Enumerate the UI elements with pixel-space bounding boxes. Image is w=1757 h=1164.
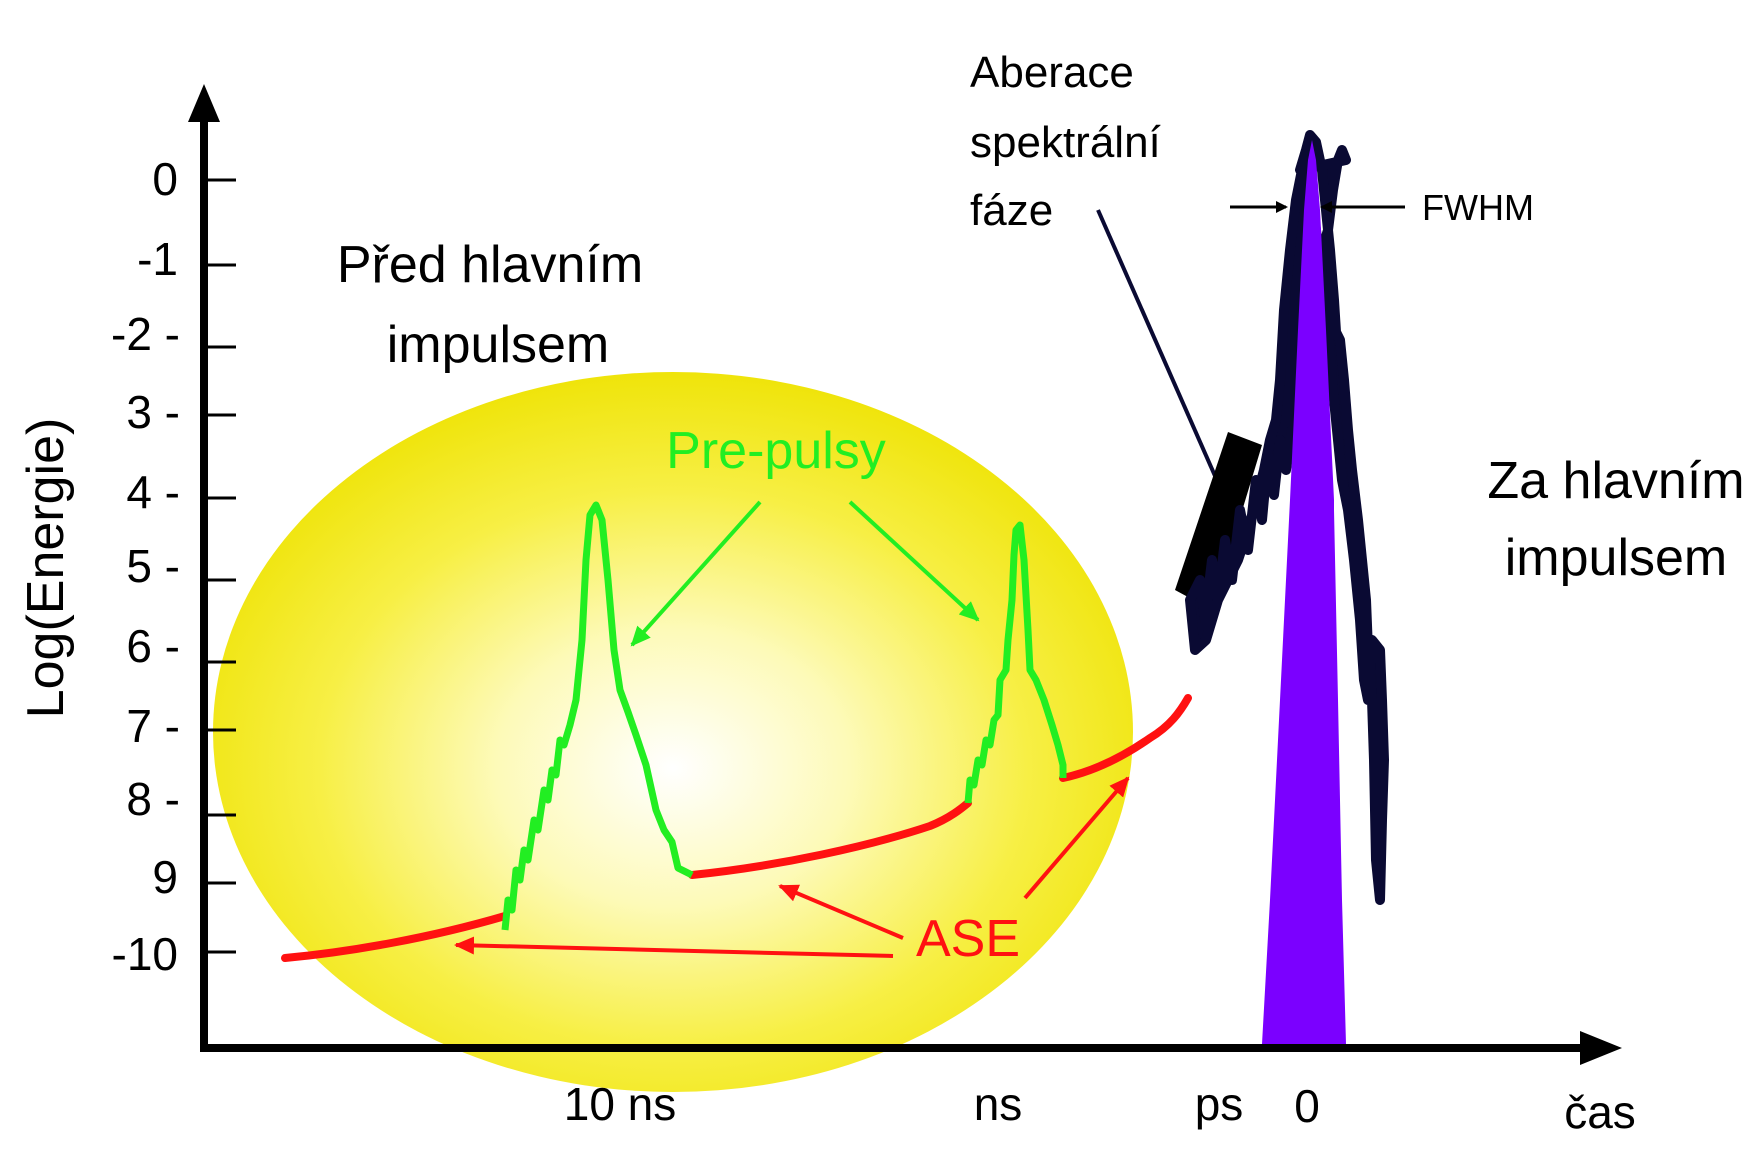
y-tick-labels: 0 -1 -2 - 3 - 4 - 5 - 6 - 7 - 8 - 9 -10	[111, 153, 180, 980]
y-tick-label: -2 -	[111, 308, 180, 360]
prepulse-arrow-right	[848, 500, 980, 622]
region-after-line2: impulsem	[1505, 529, 1728, 587]
x-axis-arrowhead	[1580, 1031, 1622, 1065]
x-tick-label: 10 ns	[564, 1078, 677, 1130]
y-tick-label: 4 -	[126, 466, 180, 518]
region-after-line1: Za hlavním	[1487, 452, 1744, 510]
x-tick-label: ns	[974, 1078, 1023, 1130]
y-tick-label: 7 -	[126, 700, 180, 752]
fwhm-label: FWHM	[1422, 187, 1534, 228]
ase-curve-segment-2	[688, 799, 972, 879]
y-tick-marks	[206, 178, 236, 954]
y-tick-label: 6 -	[126, 620, 180, 672]
aberration-label-line1: Aberace	[970, 48, 1134, 97]
aberration-label-line3: fáze	[970, 186, 1053, 235]
aberration-wedge	[1175, 432, 1262, 610]
ase-label: ASE	[916, 910, 1020, 968]
prepulse-label: Pre-pulsy	[666, 422, 886, 480]
y-tick-label: 3 -	[126, 386, 180, 438]
pedestal-curve	[1185, 130, 1389, 905]
prepulse-arrow-left	[630, 500, 762, 647]
region-before-line2: impulsem	[387, 316, 610, 374]
region-before-line1: Před hlavním	[337, 236, 643, 294]
x-tick-label: 0	[1294, 1080, 1320, 1132]
ase-arrow-left	[454, 936, 894, 958]
ase-curve-segment-1	[281, 912, 509, 962]
y-tick-label: 5 -	[126, 540, 180, 592]
x-tick-label: ps	[1195, 1078, 1244, 1130]
y-tick-label: -1	[137, 233, 178, 285]
y-tick-label: -10	[112, 928, 178, 980]
x-axis-title: čas	[1564, 1086, 1636, 1138]
main-pulse	[1262, 140, 1346, 1044]
y-tick-label: 9	[152, 851, 178, 903]
aberration-pointer-line	[1096, 209, 1232, 511]
y-tick-label: 8 -	[126, 773, 180, 825]
prepulse-curve-1	[501, 501, 694, 931]
y-axis-title: Log(Energie)	[17, 418, 75, 719]
ase-arrow-middle	[778, 884, 904, 940]
y-axis-arrowhead	[188, 84, 220, 122]
y-tick-label: 0	[152, 153, 178, 205]
ase-curve-segment-3	[1059, 694, 1192, 782]
prepulse-curve-2	[964, 521, 1067, 804]
aberration-label-line2: spektrální	[970, 118, 1162, 167]
ase-arrow-right	[1023, 776, 1130, 900]
